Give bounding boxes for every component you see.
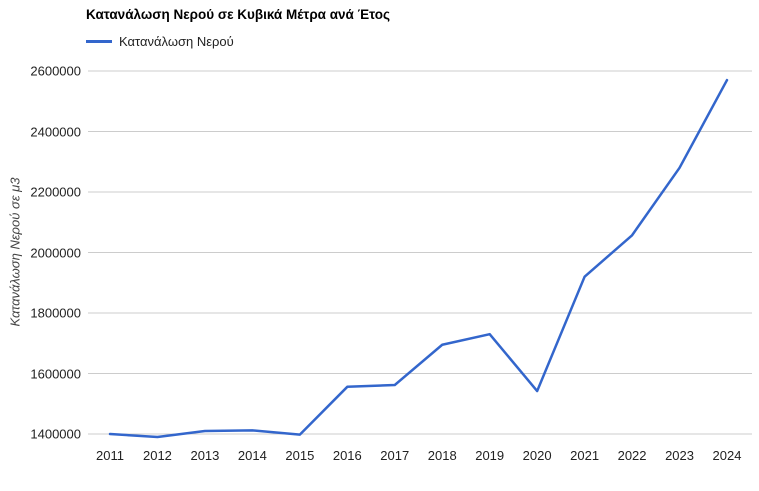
x-tick-label: 2014	[237, 448, 267, 463]
x-tick-label: 2017	[380, 448, 410, 463]
chart-title: Κατανάλωση Νερού σε Κυβικά Μέτρα ανά Έτο…	[86, 7, 391, 22]
x-tick-label: 2019	[475, 448, 505, 463]
y-tick-label: 1800000	[30, 305, 81, 321]
legend-label: Κατανάλωση Νερού	[119, 33, 234, 49]
y-tick-label: 2200000	[30, 184, 81, 200]
x-tick-label: 2022	[617, 448, 647, 463]
x-tick-label: 2023	[665, 448, 694, 463]
x-tick-label: 2021	[570, 448, 600, 463]
x-tick-label: 2012	[142, 448, 172, 463]
x-tick-label: 2013	[190, 448, 220, 463]
y-tick-label: 1600000	[30, 366, 81, 381]
x-tick-label: 2018	[427, 448, 457, 463]
x-tick-label: 2011	[96, 448, 124, 463]
y-tick-label: 2600000	[30, 63, 81, 79]
data-line	[108, 78, 729, 439]
x-tick-label: 2024	[712, 448, 742, 463]
legend-line-swatch	[86, 39, 112, 43]
legend: Κατανάλωση Νερού	[86, 33, 234, 49]
y-tick-label: 1400000	[30, 426, 81, 442]
y-tick-label: 2000000	[30, 245, 81, 260]
x-tick-label: 2015	[285, 448, 315, 463]
x-tick-label: 2016	[332, 448, 362, 463]
x-tick-label: 2020	[522, 448, 552, 463]
y-tick-label: 2400000	[30, 124, 81, 139]
